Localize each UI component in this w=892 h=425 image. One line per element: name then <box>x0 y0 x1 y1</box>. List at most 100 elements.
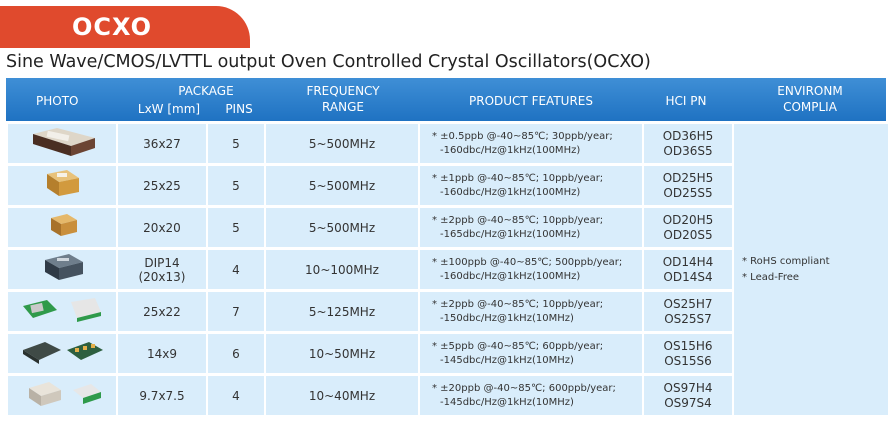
part-number-cell: OD25H5 OD25S5 <box>644 166 732 208</box>
header-hci-pn: HCI PN <box>665 94 707 108</box>
part-number: OS97S4 <box>664 395 712 410</box>
part-number: OS15S6 <box>664 353 712 368</box>
pins-cell: 4 <box>208 376 264 418</box>
feature-line: * ±2ppb @-40~85℃; 10ppb/year; <box>432 298 604 310</box>
part-number: OD25S5 <box>663 185 713 200</box>
pins-cell: 5 <box>208 124 264 166</box>
header-frequency: FREQUENCY <box>306 84 380 98</box>
table-row: 36x27 5 5~500MHz * ±0.5ppb @-40~85℃; 30p… <box>8 124 888 418</box>
header-package: PACKAGE <box>178 84 234 98</box>
features-cell: * ±2ppb @-40~85℃; 10ppb/year; -150dbc/Hz@… <box>420 292 642 334</box>
gold-ocxo-small-icon <box>51 214 77 236</box>
dip14-ocxo-icon <box>45 254 83 280</box>
size-cell: 36x27 <box>118 124 206 166</box>
part-number: OD36H5 <box>662 128 714 143</box>
header-pins: PINS <box>225 102 253 116</box>
part-number-cell: OD14H4 OD14S4 <box>644 250 732 292</box>
photo-cell <box>8 250 116 292</box>
part-number: OD36S5 <box>663 143 713 158</box>
part-number: OD20H5 <box>662 212 714 227</box>
table-row: DIP14 (20x13) 4 10~100MHz * ±100ppb @-40~… <box>8 250 888 292</box>
frequency-cell: 10~50MHz <box>266 334 418 376</box>
part-number: OD14S4 <box>663 269 713 284</box>
size-text: (20x13) <box>138 269 186 284</box>
photo-cell <box>8 376 116 418</box>
table-header: PHOTO PACKAGE LxW [mm] PINS FREQUENCY RA… <box>6 78 886 121</box>
features-cell: * ±100ppb @-40~85℃; 500ppb/year; -160dbc/… <box>420 250 642 292</box>
pins-cell: 5 <box>208 166 264 208</box>
size-cell: 14x9 <box>118 334 206 376</box>
table-row: 20x20 5 5~500MHz * ±2ppb @-40~85℃; 10ppb… <box>8 208 888 250</box>
photo-cell <box>8 166 116 208</box>
photo-cell <box>8 292 116 334</box>
photo-cell <box>8 124 116 166</box>
header-range: RANGE <box>322 100 364 114</box>
photo-cell <box>8 334 116 376</box>
feature-line: -160dbc/Hz@1kHz(100MHz) <box>440 186 581 198</box>
large-metal-ocxo-icon <box>33 128 95 156</box>
feature-line: -145dbc/Hz@1kHz(10MHz) <box>440 354 574 366</box>
photo-cell <box>8 208 116 250</box>
lead-free-text: * Lead-Free <box>742 271 800 283</box>
size-cell: 20x20 <box>118 208 206 250</box>
feature-line: * ±2ppb @-40~85℃; 10ppb/year; <box>432 214 604 226</box>
header-photo: PHOTO <box>36 94 79 108</box>
table-row: 25x25 5 5~500MHz * ±1ppb @-40~85℃; 10ppb… <box>8 166 888 208</box>
feature-line: -165dbc/Hz@1kHz(100MHz) <box>440 228 581 240</box>
feature-line: * ±100ppb @-40~85℃; 500ppb/year; <box>432 256 623 268</box>
feature-line: -160dbc/Hz@1kHz(100MHz) <box>440 270 581 282</box>
feature-line: -160dbc/Hz@1kHz(100MHz) <box>440 144 581 156</box>
part-number: OD25H5 <box>662 170 714 185</box>
size-cell: DIP14 (20x13) <box>118 250 206 292</box>
size-cell: 9.7x7.5 <box>118 376 206 418</box>
header-compliance: COMPLIA <box>783 100 837 114</box>
part-number: OD14H4 <box>662 254 714 269</box>
features-cell: * ±1ppb @-40~85℃; 10ppb/year; -160dbc/Hz@… <box>420 166 642 208</box>
section-tab-label: OCXO <box>72 13 153 41</box>
section-tab: OCXO <box>0 6 250 48</box>
pins-cell: 6 <box>208 334 264 376</box>
frequency-cell: 5~500MHz <box>266 208 418 250</box>
feature-line: * ±5ppb @-40~85℃; 60ppb/year; <box>432 340 604 352</box>
feature-line: * ±20ppb @-40~85℃; 600ppb/year; <box>432 382 616 394</box>
part-number-cell: OS25H7 OS25S7 <box>644 292 732 334</box>
page-subtitle: Sine Wave/CMOS/LVTTL output Oven Control… <box>6 52 651 72</box>
smd-tiny-ocxo-icon <box>29 382 101 406</box>
frequency-cell: 5~500MHz <box>266 166 418 208</box>
frequency-cell: 5~500MHz <box>266 124 418 166</box>
part-number: OS15H6 <box>663 338 713 353</box>
part-number: OD20S5 <box>663 227 713 242</box>
header-environment: ENVIRONM <box>777 84 843 98</box>
product-table: 36x27 5 5~500MHz * ±0.5ppb @-40~85℃; 30p… <box>6 124 890 418</box>
table-row: 9.7x7.5 4 10~40MHz * ±20ppb @-40~85℃; 60… <box>8 376 888 418</box>
feature-line: * ±0.5ppb @-40~85℃; 30ppb/year; <box>432 130 613 142</box>
part-number: OS25S7 <box>664 311 712 326</box>
size-text: DIP14 <box>144 255 180 270</box>
pins-cell: 4 <box>208 250 264 292</box>
gold-ocxo-icon <box>47 170 79 196</box>
frequency-cell: 10~40MHz <box>266 376 418 418</box>
size-cell: 25x25 <box>118 166 206 208</box>
table-row: 14x9 6 10~50MHz * ±5ppb @-40~85℃; 60ppb/… <box>8 334 888 376</box>
pins-cell: 5 <box>208 208 264 250</box>
features-cell: * ±5ppb @-40~85℃; 60ppb/year; -145dbc/Hz@… <box>420 334 642 376</box>
part-number-cell: OD20H5 OD20S5 <box>644 208 732 250</box>
part-number: OS25H7 <box>663 296 713 311</box>
part-number: OS97H4 <box>663 380 713 395</box>
header-lxw: LxW [mm] <box>137 102 201 116</box>
frequency-cell: 5~125MHz <box>266 292 418 334</box>
rohs-text: * RoHS compliant <box>742 255 830 267</box>
features-cell: * ±0.5ppb @-40~85℃; 30ppb/year; -160dbc/H… <box>420 124 642 166</box>
part-number-cell: OS97H4 OS97S4 <box>644 376 732 418</box>
feature-line: -150dbc/Hz@1kHz(10MHz) <box>440 312 574 324</box>
table-row: 25x22 7 5~125MHz * ±2ppb @-40~85℃; 10ppb… <box>8 292 888 334</box>
smd-board-ocxo-icon <box>23 298 101 322</box>
features-cell: * ±2ppb @-40~85℃; 10ppb/year; -165dbc/Hz@… <box>420 208 642 250</box>
environment-cell: * RoHS compliant * Lead-Free <box>734 124 888 418</box>
smd-small-ocxo-icon <box>23 342 103 364</box>
features-cell: * ±20ppb @-40~85℃; 600ppb/year; -145dbc/H… <box>420 376 642 418</box>
part-number-cell: OD36H5 OD36S5 <box>644 124 732 166</box>
pins-cell: 7 <box>208 292 264 334</box>
header-features: PRODUCT FEATURES <box>469 94 593 108</box>
frequency-cell: 10~100MHz <box>266 250 418 292</box>
